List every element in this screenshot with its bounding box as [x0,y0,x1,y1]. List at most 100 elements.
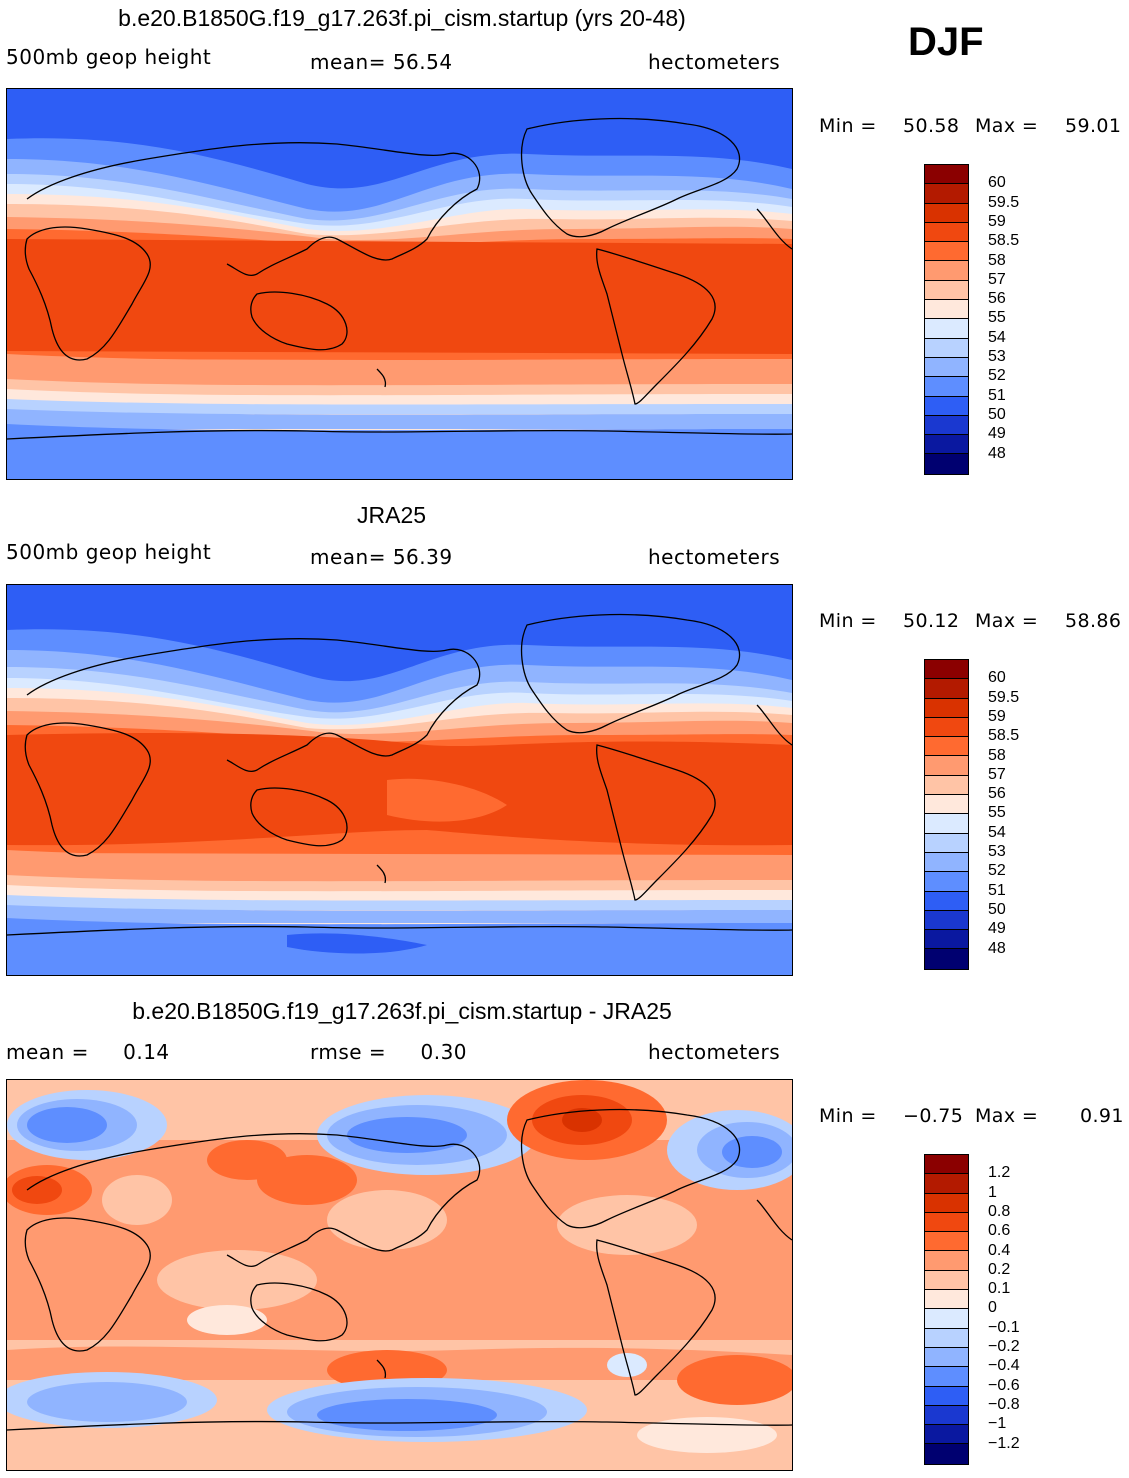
panel-3-max-value: 0.91 [1080,1105,1124,1127]
colorbar-tick-label: 53 [988,843,1006,860]
colorbar-swatch [925,1232,968,1252]
colorbar-swatch [925,1290,968,1310]
colorbar-swatch [925,698,968,718]
colorbar-swatch [925,300,968,320]
colorbar-tick-label: 49 [988,920,1006,938]
colorbar-swatch [925,280,968,301]
panel-3-map [6,1079,793,1471]
panel-2-max-label: Max = [975,610,1039,632]
colorbar-swatch [925,184,968,204]
colorbar-tick-label: 51 [988,881,1006,899]
colorbar-tick-label: −0.6 [988,1376,1020,1394]
colorbar-tick-label: 57 [988,765,1006,783]
colorbar-swatch [925,910,968,931]
panel-1-mean: mean= 56.54 [310,50,453,74]
colorbar-tick-label: 0.1 [988,1280,1011,1298]
panel-2-units: hectometers [648,545,781,569]
colorbar-swatch [925,775,968,796]
colorbar-tick-label: 59 [988,212,1006,230]
colorbar-swatch [925,261,968,281]
colorbar-swatch [925,795,968,815]
colorbar-swatch [925,319,968,339]
colorbar-swatch [925,1251,968,1271]
colorbar-tick-label: 58 [988,746,1006,764]
panel-2-colorbar [924,659,969,970]
colorbar-swatch [925,717,968,738]
colorbar-swatch [925,1155,968,1175]
colorbar-swatch [925,949,968,969]
colorbar-swatch [925,203,968,223]
panel-3-units: hectometers [648,1040,781,1064]
colorbar-swatch [925,338,968,358]
colorbar-swatch [925,1309,968,1329]
colorbar-tick-label: 50 [988,900,1006,918]
panel-1-max-label: Max = [975,115,1039,137]
colorbar-tick-label: 49 [988,425,1006,443]
colorbar-swatch [925,242,968,262]
colorbar-tick-label: 55 [988,309,1006,327]
colorbar-swatch [925,852,968,873]
colorbar-swatch [925,396,968,416]
panel-2-map [6,584,793,976]
panel-1-field-label: 500mb geop height [6,45,212,69]
panel-1-title: b.e20.B1850G.f19_g17.263f.pi_cism.startu… [118,5,686,31]
colorbar-swatch [925,1270,968,1291]
colorbar-tick-label: 0.6 [988,1222,1011,1240]
colorbar-tick-label: 58 [988,251,1006,269]
colorbar-swatch [925,814,968,834]
panel-3-rmse: rmse = 0.30 [310,1040,468,1064]
panel-2-min-value: 50.12 [903,610,960,632]
colorbar-tick-label: 59.5 [988,688,1020,706]
colorbar-tick-label: 0 [988,1299,997,1317]
colorbar-swatch [925,377,968,397]
colorbar-tick-label: 56 [988,785,1006,803]
colorbar-swatch [925,1212,968,1233]
colorbar-tick-label: 52 [988,862,1006,880]
colorbar-tick-label: 0.2 [988,1260,1011,1278]
colorbar-swatch [925,891,968,911]
colorbar-swatch [925,1425,968,1445]
panel-1-max-value: 59.01 [1065,115,1122,137]
colorbar-tick-label: 58.5 [988,727,1020,745]
colorbar-tick-label: 59.5 [988,193,1020,211]
colorbar-tick-label: 60 [988,669,1006,687]
colorbar-tick-label: 57 [988,270,1006,288]
colorbar-tick-label: −1.2 [988,1434,1020,1452]
panel-2-min-label: Min = [819,610,877,632]
colorbar-swatch [925,415,968,436]
colorbar-tick-label: −0.2 [988,1338,1020,1355]
panel-3-title: b.e20.B1850G.f19_g17.263f.pi_cism.startu… [132,998,672,1024]
panel-1-units: hectometers [648,50,781,74]
colorbar-tick-label: 0.4 [988,1241,1011,1259]
panel-2-field-label: 500mb geop height [6,540,212,564]
colorbar-swatch [925,1386,968,1406]
colorbar-swatch [925,1328,968,1348]
colorbar-swatch [925,679,968,699]
panel-2-mean: mean= 56.39 [310,545,453,569]
colorbar-swatch [925,357,968,378]
panel-3-min-value: −0.75 [903,1105,964,1127]
colorbar-swatch [925,1193,968,1213]
colorbar-swatch [925,165,968,185]
colorbar-tick-label: 52 [988,367,1006,385]
colorbar-swatch [925,660,968,680]
colorbar-tick-label: 50 [988,405,1006,423]
panel-3-colorbar [924,1154,969,1465]
colorbar-tick-label: 53 [988,348,1006,365]
colorbar-tick-label: −0.8 [988,1395,1020,1413]
colorbar-tick-label: 55 [988,804,1006,822]
colorbar-swatch [925,737,968,757]
colorbar-tick-label: 54 [988,823,1006,841]
colorbar-swatch [925,1367,968,1387]
colorbar-swatch [925,756,968,776]
colorbar-tick-label: 48 [988,444,1006,462]
panel-3-mean: mean = 0.14 [6,1040,170,1064]
panel-2-title: JRA25 [357,502,427,528]
panel-2-max-value: 58.86 [1065,610,1122,632]
colorbar-tick-label: −0.1 [988,1318,1020,1336]
panel-1-min-label: Min = [819,115,877,137]
panel-3-min-label: Min = [819,1105,877,1127]
colorbar-swatch [925,833,968,853]
colorbar-swatch [925,222,968,243]
colorbar-tick-label: −0.4 [988,1357,1020,1375]
